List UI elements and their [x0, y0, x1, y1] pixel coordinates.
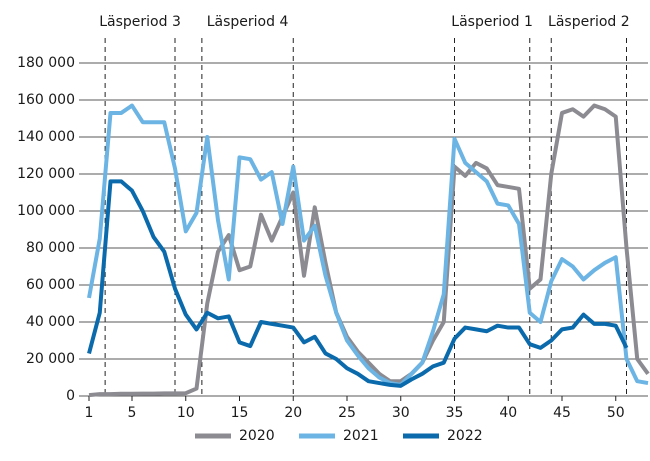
x-tick-label: 45	[553, 405, 571, 421]
x-tick-label: 20	[284, 405, 302, 421]
series-line	[87, 179, 629, 388]
x-tick-label: 10	[177, 405, 195, 421]
x-tick-label: 30	[392, 405, 410, 421]
y-tick-label: 160 000	[17, 92, 75, 108]
y-tick-label: 40 000	[26, 314, 75, 330]
y-tick-label: 0	[66, 388, 75, 404]
y-tick-label: 140 000	[17, 129, 75, 145]
series-line	[87, 103, 649, 387]
y-tick-label: 100 000	[17, 203, 75, 219]
y-tick-label: 180 000	[17, 55, 75, 71]
period-label: Läsperiod 1	[451, 14, 533, 30]
x-tick-label: 50	[607, 405, 625, 421]
y-tick-label: 20 000	[26, 351, 75, 367]
y-tick-label: 60 000	[26, 277, 75, 293]
x-tick-label: 25	[338, 405, 356, 421]
x-tick-label: 1	[85, 405, 94, 421]
x-tick-label: 15	[231, 405, 249, 421]
y-tick-label: 80 000	[26, 240, 75, 256]
period-label: Läsperiod 4	[207, 14, 289, 30]
x-tick-label: 40	[499, 405, 517, 421]
period-label: Läsperiod 2	[548, 14, 630, 30]
x-tick-label: 5	[128, 405, 137, 421]
period-label: Läsperiod 3	[99, 14, 181, 30]
x-tick-label: 35	[446, 405, 464, 421]
series-line	[88, 103, 650, 398]
legend-label: 2020	[239, 428, 275, 444]
legend-label: 2022	[447, 428, 483, 444]
y-tick-label: 120 000	[17, 166, 75, 182]
legend-label: 2021	[343, 428, 379, 444]
